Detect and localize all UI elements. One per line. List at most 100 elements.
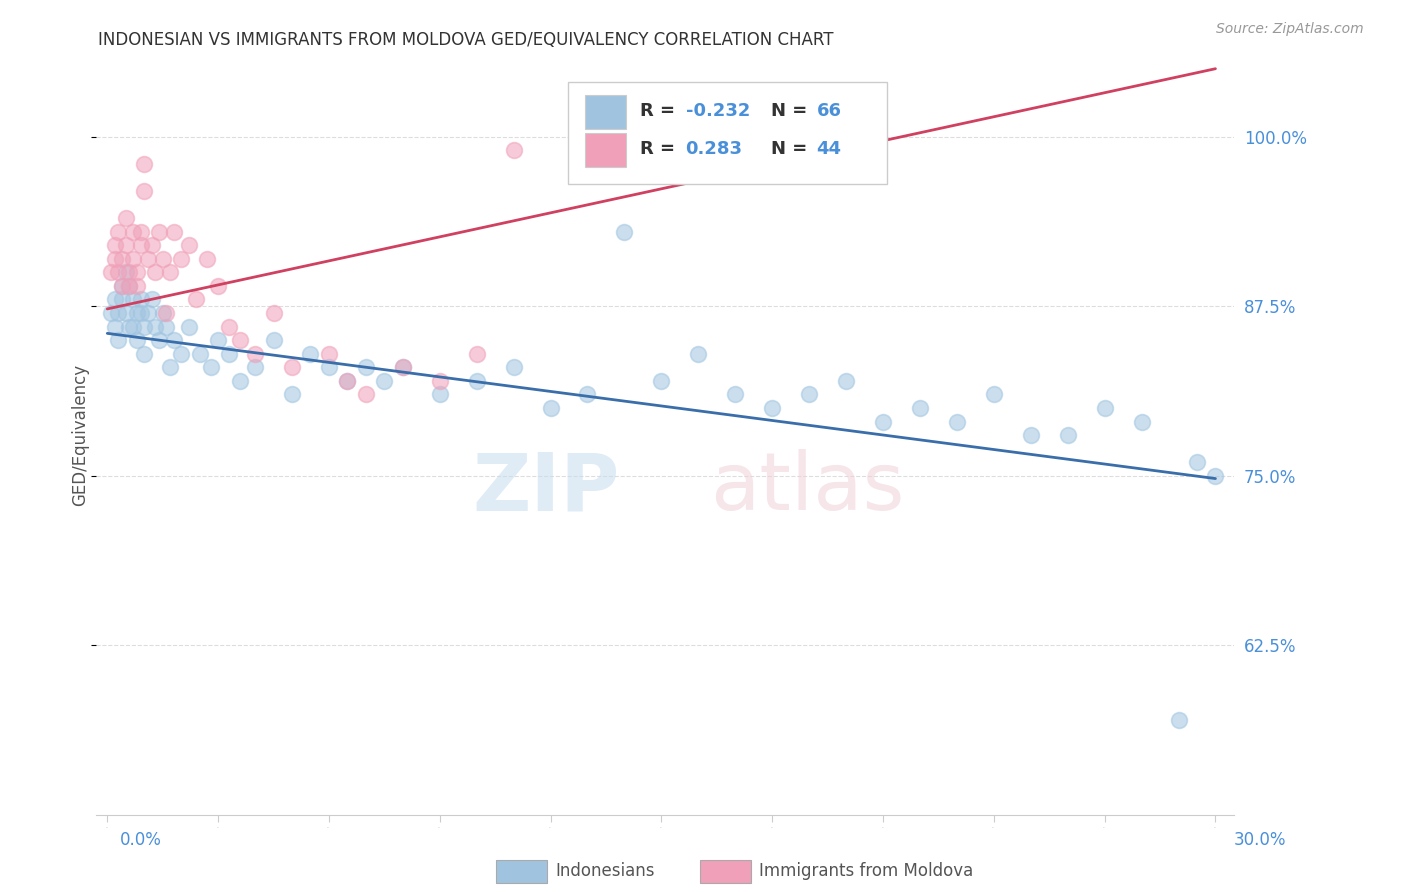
Text: atlas: atlas xyxy=(710,450,905,527)
Point xyxy=(129,238,152,252)
Point xyxy=(177,238,200,252)
Point xyxy=(170,347,193,361)
Point xyxy=(141,293,163,307)
Point xyxy=(114,211,136,225)
Y-axis label: GED/Equivalency: GED/Equivalency xyxy=(72,364,89,506)
Point xyxy=(136,252,159,266)
Point xyxy=(122,252,145,266)
Point xyxy=(141,238,163,252)
Text: N =: N = xyxy=(770,102,814,120)
Point xyxy=(336,374,359,388)
Text: 44: 44 xyxy=(817,140,841,158)
Point xyxy=(104,319,127,334)
Point xyxy=(281,387,304,401)
Point xyxy=(170,252,193,266)
Point xyxy=(200,360,222,375)
Text: ZIP: ZIP xyxy=(472,450,620,527)
Point xyxy=(100,265,122,279)
Text: Immigrants from Moldova: Immigrants from Moldova xyxy=(759,863,973,880)
Point xyxy=(111,252,134,266)
Point xyxy=(299,347,322,361)
Point xyxy=(1185,455,1208,469)
Point xyxy=(114,265,136,279)
Point xyxy=(159,265,181,279)
Point xyxy=(281,360,304,375)
Point xyxy=(218,319,240,334)
Point xyxy=(104,238,127,252)
Point xyxy=(613,225,636,239)
Point xyxy=(159,360,181,375)
Point xyxy=(983,387,1005,401)
Point xyxy=(1130,415,1153,429)
Point xyxy=(163,333,186,347)
Point xyxy=(152,306,174,320)
Point xyxy=(107,333,129,347)
Point xyxy=(429,387,451,401)
Point xyxy=(576,387,599,401)
Point xyxy=(125,306,148,320)
Point xyxy=(129,293,152,307)
Point xyxy=(540,401,562,415)
Point xyxy=(134,347,156,361)
Text: R =: R = xyxy=(640,140,688,158)
Point xyxy=(111,293,134,307)
Point xyxy=(134,184,156,198)
Point xyxy=(134,157,156,171)
Point xyxy=(177,319,200,334)
Point xyxy=(118,265,141,279)
Point xyxy=(195,252,218,266)
Point xyxy=(502,143,524,157)
Point xyxy=(129,225,152,239)
Point xyxy=(243,347,266,361)
Point xyxy=(155,319,177,334)
Point xyxy=(122,293,145,307)
Text: -0.232: -0.232 xyxy=(686,102,749,120)
Text: Source: ZipAtlas.com: Source: ZipAtlas.com xyxy=(1216,22,1364,37)
Text: 66: 66 xyxy=(817,102,841,120)
Text: Indonesians: Indonesians xyxy=(555,863,655,880)
Point xyxy=(125,278,148,293)
Point xyxy=(136,306,159,320)
Point xyxy=(1019,428,1042,442)
Point xyxy=(104,293,127,307)
Text: R =: R = xyxy=(640,102,682,120)
Point xyxy=(107,265,129,279)
Point xyxy=(318,360,340,375)
Point xyxy=(650,374,672,388)
Point xyxy=(107,225,129,239)
Point xyxy=(114,238,136,252)
Point xyxy=(143,265,166,279)
Point xyxy=(125,333,148,347)
Point xyxy=(129,306,152,320)
Point xyxy=(1167,713,1189,727)
Point xyxy=(229,374,252,388)
Point xyxy=(104,252,127,266)
Point xyxy=(155,306,177,320)
Point xyxy=(908,401,931,415)
Point xyxy=(107,306,129,320)
Point xyxy=(184,293,207,307)
Point xyxy=(336,374,359,388)
Point xyxy=(188,347,211,361)
Point xyxy=(114,306,136,320)
Point xyxy=(391,360,413,375)
Point xyxy=(148,333,170,347)
FancyBboxPatch shape xyxy=(568,82,887,185)
Point xyxy=(872,415,894,429)
Point xyxy=(761,401,783,415)
Point xyxy=(118,278,141,293)
Point xyxy=(835,374,858,388)
Point xyxy=(163,225,186,239)
Point xyxy=(218,347,240,361)
Point xyxy=(465,347,488,361)
Point xyxy=(111,278,134,293)
Point xyxy=(1204,468,1226,483)
Text: 30.0%: 30.0% xyxy=(1234,831,1286,849)
FancyBboxPatch shape xyxy=(585,134,627,167)
Point xyxy=(354,360,377,375)
Point xyxy=(465,374,488,388)
Point xyxy=(429,374,451,388)
Point xyxy=(946,415,969,429)
Point xyxy=(318,347,340,361)
Point xyxy=(111,278,134,293)
